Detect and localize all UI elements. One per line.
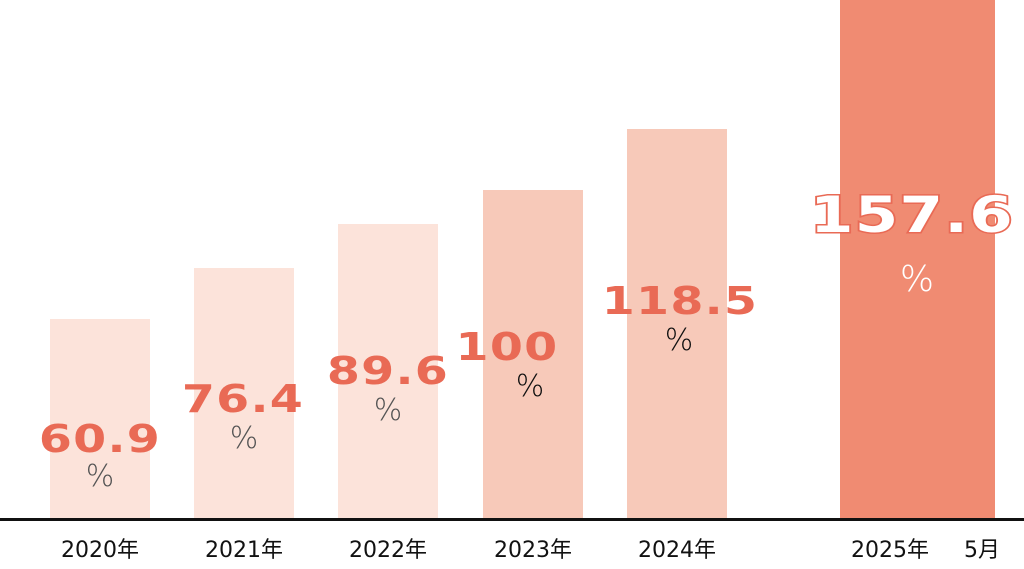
value-label-2024: 118.5 xyxy=(601,279,759,323)
unit-label-2024: % xyxy=(664,323,694,358)
value-label-2022: 89.6 xyxy=(326,349,450,393)
unit-label-2025-may: % xyxy=(899,259,935,300)
x-label-2025-month: 5月 xyxy=(964,538,1000,563)
bar-2021 xyxy=(194,268,294,519)
x-label-2021: 2021年 xyxy=(205,538,283,563)
x-label-2024: 2024年 xyxy=(638,538,716,563)
bar-2022 xyxy=(338,224,438,519)
x-label-2023: 2023年 xyxy=(494,538,572,563)
value-label-2020: 60.9 xyxy=(38,417,162,461)
bar-2023 xyxy=(483,190,583,519)
x-label-2020: 2020年 xyxy=(61,538,139,563)
value-label-2025-may: 157.6 xyxy=(808,186,1014,244)
unit-label-2020: % xyxy=(85,459,115,494)
unit-label-2023: % xyxy=(515,369,545,404)
bar-2020 xyxy=(50,319,150,519)
bar-2024 xyxy=(627,129,727,519)
x-axis-line xyxy=(0,518,1024,521)
unit-label-2022: % xyxy=(373,393,403,428)
unit-label-2021: % xyxy=(229,421,259,456)
x-label-2025: 2025年 xyxy=(851,538,929,563)
x-label-2022: 2022年 xyxy=(349,538,427,563)
bar-2025-may xyxy=(840,0,995,519)
value-label-2023: 100 xyxy=(455,325,559,369)
value-label-2021: 76.4 xyxy=(181,377,305,421)
